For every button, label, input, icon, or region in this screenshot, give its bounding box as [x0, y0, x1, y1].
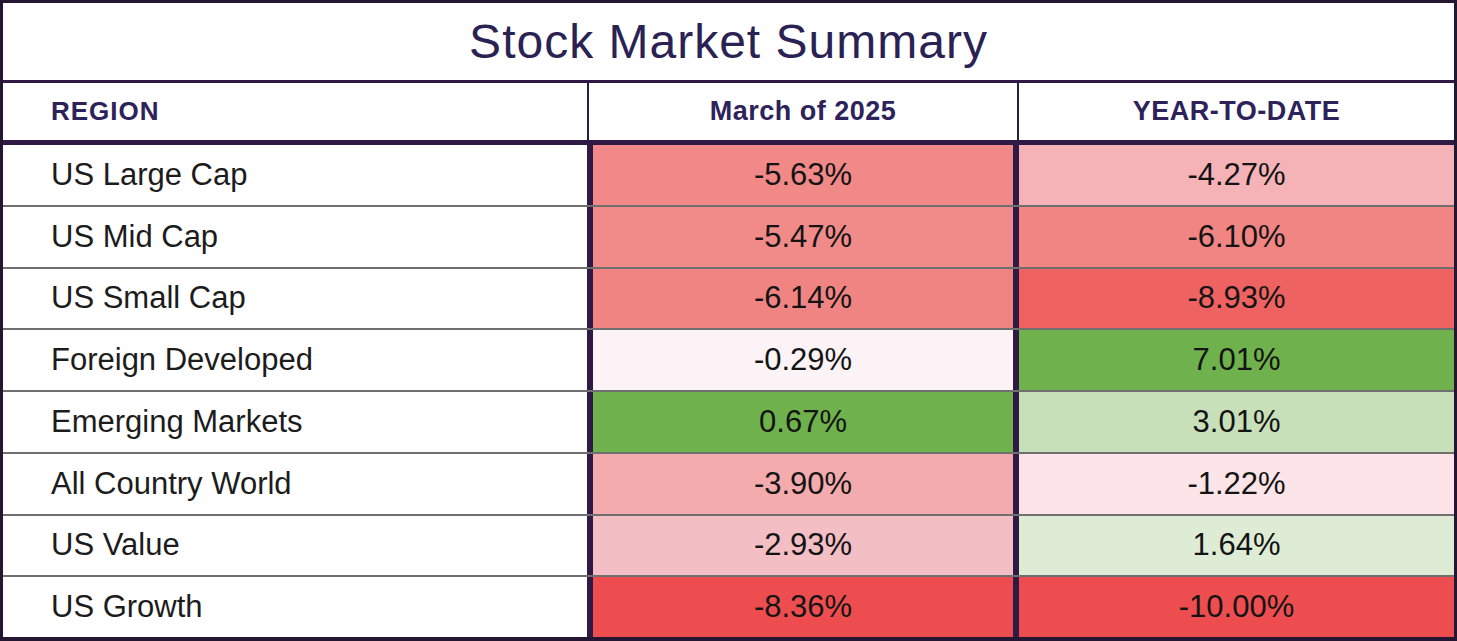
- region-label: US Value: [3, 516, 587, 576]
- table-row: Emerging Markets 0.67% 3.01%: [3, 390, 1454, 452]
- march-value-cell: -3.90%: [587, 454, 1019, 514]
- ytd-value-cell: -1.22%: [1019, 454, 1454, 514]
- table-row: Foreign Developed -0.29% 7.01%: [3, 328, 1454, 390]
- stock-market-summary-table: Stock Market Summary REGION March of 202…: [0, 0, 1457, 641]
- march-value-cell: -0.29%: [587, 330, 1019, 390]
- table-row: US Small Cap -6.14% -8.93%: [3, 267, 1454, 329]
- title-row: Stock Market Summary: [3, 3, 1454, 83]
- march-value-cell: -6.14%: [587, 269, 1019, 329]
- table-row: US Value -2.93% 1.64%: [3, 514, 1454, 576]
- table-row: US Large Cap -5.63% -4.27%: [3, 145, 1454, 205]
- table-row: US Growth -8.36% -10.00%: [3, 575, 1454, 637]
- column-header-region: REGION: [3, 83, 587, 140]
- ytd-value-cell: -4.27%: [1019, 145, 1454, 205]
- ytd-value-cell: 7.01%: [1019, 330, 1454, 390]
- ytd-value-cell: -6.10%: [1019, 207, 1454, 267]
- march-value-cell: -5.47%: [587, 207, 1019, 267]
- ytd-value-cell: -10.00%: [1019, 577, 1454, 637]
- region-label: Foreign Developed: [3, 330, 587, 390]
- ytd-value-cell: 3.01%: [1019, 392, 1454, 452]
- region-label: US Small Cap: [3, 269, 587, 329]
- region-label: US Mid Cap: [3, 207, 587, 267]
- table-header-row: REGION March of 2025 YEAR-TO-DATE: [3, 83, 1454, 145]
- table-row: All Country World -3.90% -1.22%: [3, 452, 1454, 514]
- table-row: US Mid Cap -5.47% -6.10%: [3, 205, 1454, 267]
- region-label: All Country World: [3, 454, 587, 514]
- region-label: US Growth: [3, 577, 587, 637]
- region-label: US Large Cap: [3, 145, 587, 205]
- ytd-value-cell: 1.64%: [1019, 516, 1454, 576]
- region-label: Emerging Markets: [3, 392, 587, 452]
- column-header-march: March of 2025: [587, 83, 1019, 140]
- march-value-cell: 0.67%: [587, 392, 1019, 452]
- march-value-cell: -5.63%: [587, 145, 1019, 205]
- ytd-value-cell: -8.93%: [1019, 269, 1454, 329]
- march-value-cell: -2.93%: [587, 516, 1019, 576]
- column-header-ytd: YEAR-TO-DATE: [1019, 83, 1454, 140]
- page-title: Stock Market Summary: [469, 14, 988, 69]
- march-value-cell: -8.36%: [587, 577, 1019, 637]
